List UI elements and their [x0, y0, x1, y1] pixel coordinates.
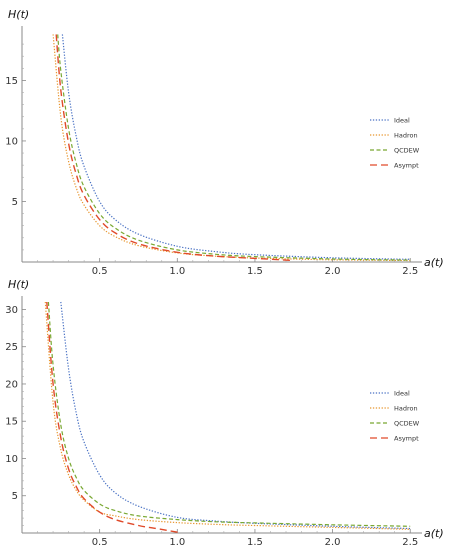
curves: [44, 301, 411, 533]
x-tick-label: 1.5: [247, 537, 263, 548]
x-tick-label: 1.0: [169, 266, 185, 277]
curves: [52, 34, 411, 262]
legend: Ideal Hadron QCDEW Asympt: [370, 117, 420, 170]
legend-label-hadron: Hadron: [394, 405, 418, 413]
y-tick-label: 15: [5, 76, 18, 87]
x-tick-label: 0.5: [92, 537, 108, 548]
y-tick-label: 10: [5, 136, 18, 147]
y-axis-title: H(t): [8, 8, 29, 21]
x-tick-label: 2.5: [402, 537, 418, 548]
series-line-asympt: [46, 301, 181, 533]
x-axis-title: a(t): [424, 256, 444, 269]
legend: Ideal Hadron QCDEW Asympt: [370, 390, 420, 443]
legend-label-qcdew: QCDEW: [394, 420, 420, 428]
legend-label-hadron: Hadron: [394, 132, 418, 140]
series-line-hadron: [44, 301, 411, 530]
x-tick-label: 1.0: [169, 537, 185, 548]
series-line-asympt: [55, 34, 294, 262]
y-axis-title: H(t): [8, 278, 29, 291]
y-tick-label: 30: [5, 305, 18, 316]
x-axis-title: a(t): [424, 527, 444, 540]
chart-panel-2: 0.5 1.0 1.5 2.0 2.5 5 10 15 20 25 30 H(t) a(t) Ideal H…: [5, 278, 443, 548]
x-tick-label: 2.0: [325, 537, 341, 548]
y-tick-label: 10: [5, 454, 18, 465]
series-line-ideal: [60, 301, 411, 530]
legend-label-ideal: Ideal: [394, 390, 410, 398]
legend-label-qcdew: QCDEW: [394, 147, 420, 155]
y-tick-label: 25: [5, 342, 18, 353]
x-tick-label: 2.5: [402, 266, 418, 277]
x-tick-label: 2.0: [325, 266, 341, 277]
series-line-qcdew: [47, 301, 411, 527]
y-tick-label: 15: [5, 417, 18, 428]
y-tick-label: 5: [12, 197, 18, 208]
legend-label-ideal: Ideal: [394, 117, 410, 125]
y-tick-label: 20: [5, 379, 18, 390]
x-tick-label: 0.5: [92, 266, 108, 277]
legend-label-asympt: Asympt: [394, 162, 419, 170]
series-line-qcdew: [57, 34, 411, 261]
y-tick-label: 5: [12, 491, 18, 502]
legend-label-asympt: Asympt: [394, 435, 419, 443]
series-line-ideal: [61, 34, 411, 260]
chart-panel-1: 0.5 1.0 1.5 2.0 2.5 5 10 15 H(t) a(t) Ideal Hadron Q…: [5, 8, 443, 277]
x-tick-label: 1.5: [247, 266, 263, 277]
